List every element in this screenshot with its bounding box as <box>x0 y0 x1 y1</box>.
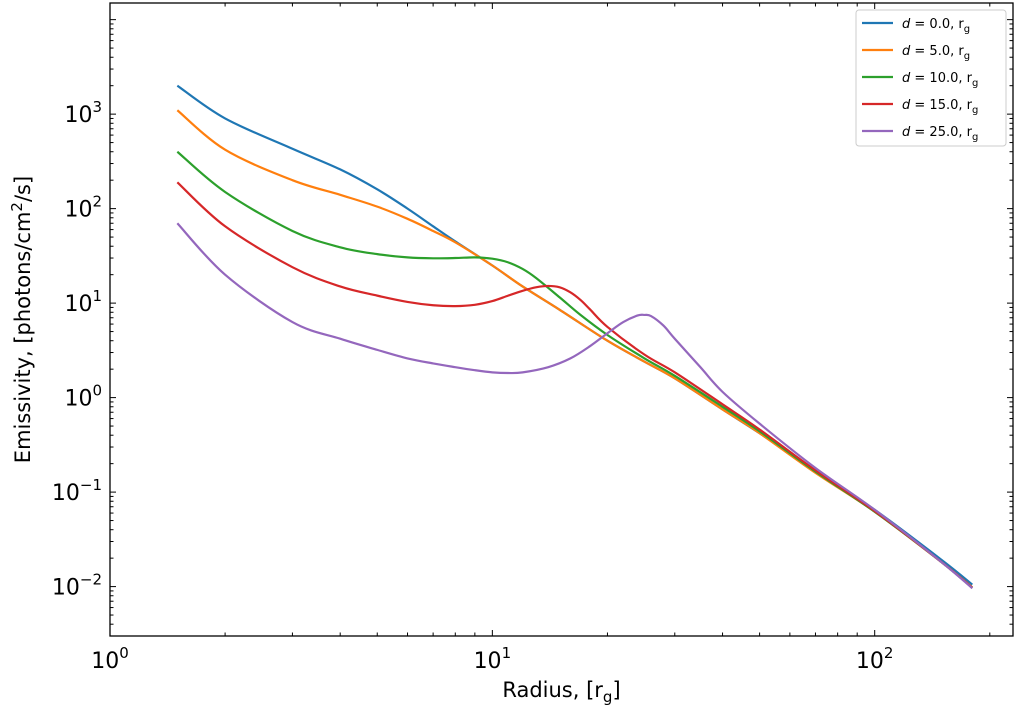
y-tick-label: 103 <box>64 98 102 128</box>
series-line-4 <box>176 222 974 590</box>
y-axis-ticks: 10−2 10−1 100 101 102 103 <box>52 19 1013 637</box>
x-axis-ticks: 100 101 102 <box>91 3 991 674</box>
legend-items: d = 0.0, rg d = 5.0, rg d = 10.0, rg d = 15… <box>862 17 978 143</box>
y-tick-label: 100 <box>64 382 102 412</box>
legend-box <box>855 9 1007 147</box>
x-tick-label: 101 <box>474 644 512 674</box>
x-tick-label: 100 <box>91 644 129 674</box>
y-tick-label: 101 <box>64 287 102 317</box>
series-line-3 <box>176 181 974 589</box>
legend-label: d = 15.0, rg <box>902 98 978 116</box>
x-tick-label: 102 <box>856 644 894 674</box>
x-axis-label: Radius, [rg] <box>502 678 620 706</box>
series-lines <box>176 84 974 590</box>
legend: d = 0.0, rg d = 5.0, rg d = 10.0, rg d = 15… <box>855 9 1007 147</box>
legend-label: d = 5.0, rg <box>902 44 970 62</box>
y-tick-label: 10−1 <box>52 476 102 506</box>
y-axis-label: Emissivity, [photons/cm2/s] <box>8 176 35 463</box>
legend-label: d = 10.0, rg <box>902 71 978 89</box>
legend-label: d = 25.0, rg <box>902 125 978 143</box>
legend-label: d = 0.0, rg <box>902 17 970 35</box>
y-tick-label: 10−2 <box>52 571 102 601</box>
y-tick-label: 102 <box>64 193 102 223</box>
plot-frame <box>109 2 1014 637</box>
series-line-2 <box>176 150 974 589</box>
